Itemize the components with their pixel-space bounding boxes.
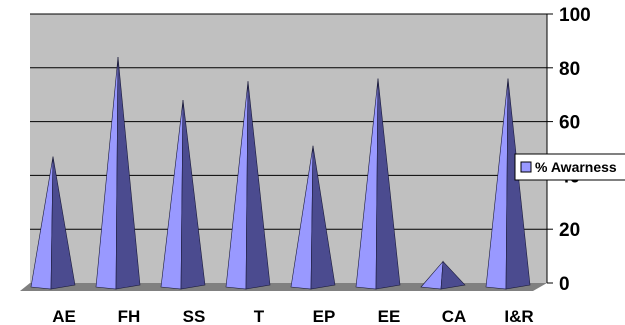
cone-dark-face [245,81,271,290]
cone-ae [30,156,76,290]
x-tick-label: T [254,307,265,325]
x-tick-label: AE [52,307,76,325]
cone-ep [290,145,336,290]
legend-label: % Awarness [535,159,617,175]
cone-dark-face [180,100,206,290]
y-tick-label: 20 [559,220,580,241]
cone-t [225,81,271,290]
x-tick-label: FH [118,307,141,325]
y-axis-ticks: 020406080100 [546,5,591,295]
cone-dark-face [115,57,141,290]
x-tick-label: EE [378,307,401,325]
legend: % Awarness [514,153,625,181]
cone-fh [95,57,141,290]
cones [30,57,531,290]
y-tick-label: 100 [559,5,591,26]
cone-dark-face [310,145,336,290]
y-tick-label: 80 [559,59,580,80]
legend-swatch [520,161,532,173]
plot-floor [20,283,547,291]
y-tick-label: 0 [559,274,570,295]
cone-dark-face [375,78,401,290]
legend-box [514,153,625,181]
cone-ss [160,100,206,290]
y-tick-label: 60 [559,113,580,134]
x-tick-label: CA [442,307,467,325]
plot-back-wall [30,14,547,283]
cone-dark-face [50,156,76,290]
cone-dark-face [505,78,531,290]
cone-dark-face [440,260,466,290]
x-tick-label: SS [183,307,206,325]
x-tick-label: EP [313,307,336,325]
cone-ir [485,78,531,290]
x-axis-ticks: AE FH SS T EP EE CA I&R [52,307,533,325]
x-tick-label: I&R [504,307,533,325]
cone-ee [355,78,401,290]
cone-ca [420,260,466,290]
